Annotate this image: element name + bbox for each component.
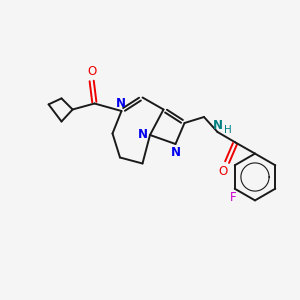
Text: H: H	[224, 124, 232, 135]
Text: N: N	[171, 146, 181, 159]
Text: N: N	[213, 119, 223, 132]
Text: O: O	[218, 165, 227, 178]
Text: O: O	[87, 64, 96, 78]
Text: N: N	[116, 97, 126, 110]
Text: F: F	[230, 191, 236, 204]
Text: N: N	[137, 128, 148, 142]
